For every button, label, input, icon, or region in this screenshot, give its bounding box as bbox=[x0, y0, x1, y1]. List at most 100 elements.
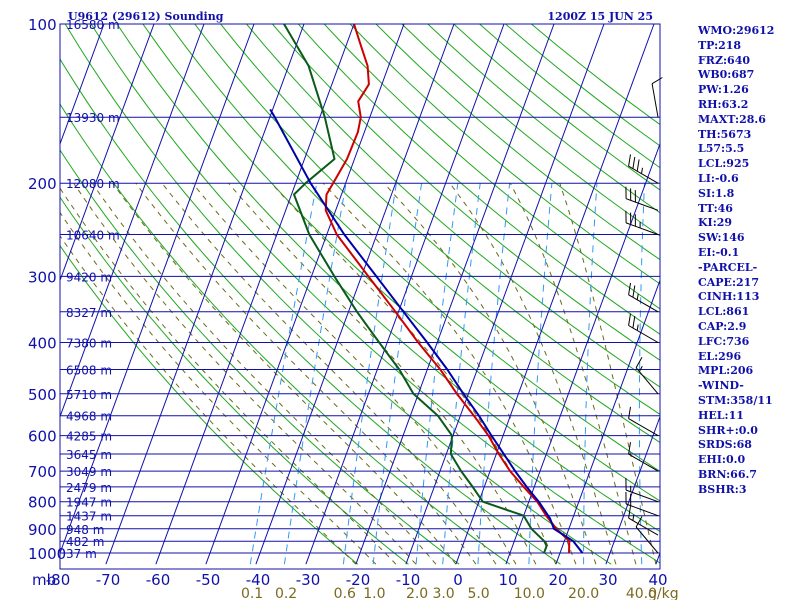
index-item: EHI:0.0 bbox=[698, 453, 746, 467]
dry-adiabat-line bbox=[323, 24, 660, 310]
index-item: SRDS:68 bbox=[698, 438, 752, 452]
mixing-ratio-line bbox=[342, 183, 397, 565]
moist-adiabat-line bbox=[60, 211, 377, 565]
mixing-ratio-tick-label: 20.0 bbox=[568, 586, 599, 600]
isotherm-line bbox=[60, 24, 205, 419]
temperature-tick-label: -70 bbox=[96, 571, 121, 589]
wind-barb-flag bbox=[628, 506, 631, 519]
dry-adiabat-line bbox=[90, 24, 660, 564]
moist-adiabat-line bbox=[192, 182, 517, 565]
temperature-tick-label: 40 bbox=[648, 571, 667, 589]
temperature-tick-label: -60 bbox=[146, 571, 171, 589]
wind-barb-icon bbox=[625, 210, 659, 235]
isotherm-line bbox=[555, 278, 660, 565]
mixing-ratio-tick-label: 0.6 bbox=[334, 586, 356, 600]
height-label: 10640 m bbox=[66, 229, 120, 243]
index-item: MPL:206 bbox=[698, 364, 754, 378]
height-label: 13930 m bbox=[66, 111, 120, 125]
moist-adiabat-line bbox=[509, 182, 637, 565]
wind-barb-flag bbox=[651, 77, 663, 85]
mixing-ratio-line bbox=[638, 183, 645, 565]
index-item: FRZ:640 bbox=[698, 53, 751, 67]
dry-adiabat-line bbox=[60, 149, 460, 565]
wind-barb-icon bbox=[625, 478, 659, 503]
wind-barb-staff bbox=[635, 526, 659, 554]
wind-barb-staff bbox=[628, 325, 659, 343]
wind-barb-flag bbox=[628, 154, 631, 167]
dry-adiabat-line bbox=[168, 24, 660, 472]
wind-barb-icon bbox=[625, 186, 659, 211]
index-item: LCL:861 bbox=[698, 305, 750, 319]
mixing-ratio-tick-label: 0.2 bbox=[275, 586, 297, 600]
mixing-ratio-line bbox=[477, 183, 511, 565]
wind-barb-staff bbox=[628, 453, 659, 472]
temperature-tick-label: 0 bbox=[453, 571, 463, 589]
wind-barb-icon bbox=[651, 77, 663, 118]
wind-barb-flag bbox=[632, 514, 635, 521]
height-label: 948 m bbox=[66, 523, 104, 537]
plot-border bbox=[59, 23, 661, 570]
index-item: SI:1.8 bbox=[698, 186, 735, 200]
temperature-tick-label: -40 bbox=[246, 571, 271, 589]
pressure-tick-label: 500 bbox=[28, 386, 57, 404]
index-item: TT:46 bbox=[698, 201, 733, 215]
pressure-tick-label: 600 bbox=[28, 428, 57, 446]
wind-barb-staff bbox=[628, 165, 659, 184]
temperature-tick-label: -20 bbox=[346, 571, 371, 589]
moist-adiabat-line bbox=[60, 234, 357, 565]
dry-adiabat-line bbox=[220, 24, 660, 415]
plot-frame bbox=[59, 23, 661, 570]
wind-barb-icon bbox=[628, 442, 659, 472]
wind-barb-icon bbox=[635, 516, 659, 554]
wind-barb-icon bbox=[625, 491, 659, 517]
isotherm-line bbox=[0, 24, 54, 564]
mixing-ratio-line bbox=[283, 183, 347, 565]
parcel-trace bbox=[269, 108, 584, 554]
moist-adiabat-line bbox=[559, 183, 657, 565]
height-label: 37 m bbox=[66, 547, 97, 561]
mixing-ratio-line bbox=[372, 183, 423, 565]
moist-adiabat-line bbox=[112, 182, 457, 565]
pressure-tick-label: 1000 bbox=[28, 545, 66, 563]
index-item: LCL:925 bbox=[698, 157, 750, 171]
mixing-ratio-tick-label: 3.0 bbox=[432, 586, 454, 600]
moist-adiabat-line bbox=[91, 182, 437, 565]
dry-adiabat-line bbox=[272, 24, 660, 361]
mixing-ratio-tick-label: 10.0 bbox=[514, 586, 545, 600]
wind-barb-staff bbox=[625, 198, 659, 211]
wind-barb-flag bbox=[636, 324, 639, 331]
mixing-ratio-tick-label: 40.0 bbox=[626, 586, 657, 600]
dry-adiabat-line bbox=[116, 24, 660, 533]
height-label: 1947 m bbox=[66, 496, 112, 510]
mixing-ratio-line bbox=[415, 183, 459, 565]
mixing-ratio-unit-label: g/kg bbox=[648, 586, 679, 600]
index-item: BSHR:3 bbox=[698, 482, 747, 496]
dry-adiabat-line bbox=[349, 24, 660, 285]
height-label: 4968 m bbox=[66, 410, 112, 424]
temperature-trace bbox=[324, 24, 571, 554]
isotherm-line bbox=[155, 24, 355, 565]
index-item: PW:1.26 bbox=[698, 83, 749, 97]
index-item: WB0:687 bbox=[698, 68, 755, 82]
wind-barb-staff bbox=[651, 83, 659, 118]
index-item: BRN:66.7 bbox=[698, 467, 757, 481]
pressure-tick-label: 300 bbox=[28, 268, 57, 286]
wind-barb-flag bbox=[632, 156, 636, 169]
pressure-tick-label: 700 bbox=[28, 463, 57, 481]
index-item: KI:29 bbox=[698, 216, 733, 230]
height-label: 3049 m bbox=[66, 465, 112, 479]
height-label: 6508 m bbox=[66, 364, 112, 378]
isotherm-line bbox=[60, 24, 155, 282]
dry-adiabat-line bbox=[60, 244, 359, 565]
mixing-ratio-line bbox=[442, 183, 481, 565]
pressure-tick-label: 900 bbox=[28, 521, 57, 539]
background-grid bbox=[0, 24, 660, 565]
isotherm-line bbox=[105, 24, 305, 565]
height-label: 1437 m bbox=[66, 510, 112, 524]
index-item: STM:358/11 bbox=[698, 393, 773, 407]
dry-adiabat-line bbox=[375, 24, 660, 261]
index-item: WMO:29612 bbox=[698, 24, 775, 37]
isotherm-line bbox=[255, 24, 455, 565]
dry-adiabat-line bbox=[246, 24, 660, 388]
